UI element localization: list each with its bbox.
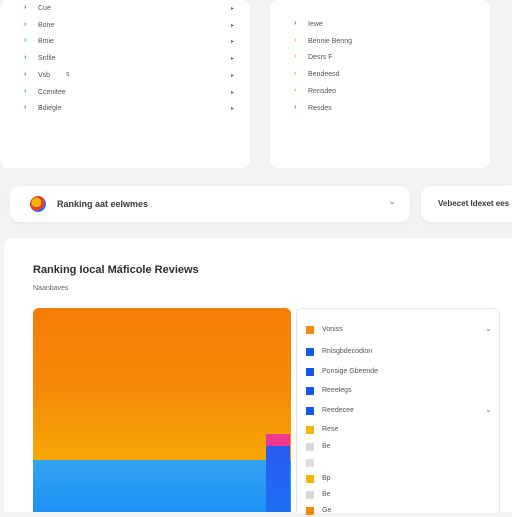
menu-bullet-icon: › (24, 37, 27, 45)
legend-item[interactable]: Be (306, 441, 492, 453)
legend-item[interactable]: Reeelegs (306, 385, 492, 397)
legend-item[interactable]: Bp (306, 473, 492, 485)
page-title: Ranking Iocal Máficole Reviews (33, 264, 199, 276)
right-menu-item[interactable]: › Resdes (270, 102, 490, 116)
chart-bar-blue (266, 446, 290, 512)
legend-item[interactable]: Ponsige Gbeende (306, 366, 492, 378)
left-menu-item[interactable]: › Bdiegle ▸ (0, 102, 250, 116)
right-menu-item[interactable]: › Rensdeo (270, 85, 490, 99)
legend-item-label: Reeelegs (322, 387, 352, 394)
right-menu-item-label: Bendeesd (308, 71, 340, 79)
legend-item[interactable]: Reedecee ⌄ (306, 405, 492, 417)
left-menu-item-label: Ccenitee (38, 88, 66, 96)
search-bar[interactable]: Ranking aat eelwmes ⌄ (10, 186, 410, 222)
legend-item-label: Rese (322, 426, 339, 433)
chevron-right-icon[interactable]: ▸ (230, 106, 234, 113)
legend-swatch (306, 407, 314, 415)
avatar-icon (30, 196, 46, 212)
chevron-down-icon[interactable]: ⌄ (485, 405, 492, 414)
right-menu-item-label: Rensdeo (308, 87, 337, 95)
chevron-right-icon[interactable]: ▸ (230, 56, 234, 63)
chart-block-orange (33, 308, 291, 460)
left-menu-item[interactable]: › Cue ▸ (0, 2, 250, 16)
legend-item-label: Rnlsgbdecodion (322, 348, 373, 355)
legend-swatch (306, 426, 314, 434)
menu-bullet-icon: › (24, 104, 27, 112)
legend-item-label: Reedecee (322, 407, 354, 414)
left-menu-item[interactable]: › Ccenitee ▸ (0, 86, 250, 100)
menu-bullet-icon: › (294, 36, 297, 44)
right-menu-item-label: Resdes (308, 104, 332, 112)
menu-bullet-icon: › (294, 86, 297, 94)
chevron-right-icon[interactable]: ▸ (230, 89, 234, 96)
chevron-down-icon[interactable]: ⌄ (485, 324, 492, 333)
legend-swatch (306, 348, 314, 356)
legend-item-label: Be (322, 491, 331, 498)
chevron-right-icon[interactable]: ▸ (230, 22, 234, 29)
search-bar-text: Ranking aat eelwmes (57, 199, 149, 209)
right-menu-item[interactable]: › Desrs F (270, 51, 490, 65)
legend-item-label: Voniss (322, 326, 343, 333)
legend-swatch (306, 387, 314, 395)
menu-bullet-icon: › (294, 70, 297, 78)
legend-swatch (306, 507, 314, 515)
chevron-right-icon[interactable]: ▸ (230, 6, 234, 12)
menu-extra-mark: s (66, 71, 70, 78)
menu-bullet-icon: › (294, 20, 297, 27)
menu-bullet-icon: › (24, 20, 27, 28)
left-menu-item[interactable]: › Snfile ▸ (0, 52, 250, 66)
legend-swatch (306, 368, 314, 376)
legend-swatch (306, 475, 314, 483)
left-menu-item-label: Vsb (38, 71, 51, 79)
legend-item[interactable]: Voniss ⌄ (306, 324, 492, 336)
chart-area (33, 308, 291, 512)
legend-item[interactable]: Rese (306, 424, 492, 436)
legend-swatch (306, 459, 314, 467)
left-menu-item[interactable]: › Vsb ▸ (0, 69, 250, 83)
right-menu-item[interactable]: › Bendeesd (270, 68, 490, 82)
right-menu-list: › Iewe › Bennie Benng › Desrs F › Bendeesd › Rens… (270, 0, 490, 168)
left-menu-list: › Cue ▸ › Bone ▸ › Bmie ▸ › Snfile ▸ › Vsb ▸ › Ccenitee ▸… (0, 0, 250, 168)
left-menu-item-label: Bone (38, 21, 55, 29)
menu-bullet-icon: › (24, 87, 27, 95)
legend-item[interactable]: Ge (306, 505, 492, 517)
page-subtitle: Naanbaves (33, 285, 69, 292)
menu-bullet-icon: › (24, 54, 27, 62)
legend-item-label: Be (322, 443, 331, 450)
legend-item[interactable]: Be (306, 489, 492, 501)
legend-item-label: Bp (322, 475, 331, 482)
legend-item[interactable] (306, 457, 492, 469)
legend-panel (296, 308, 500, 513)
menu-bullet-icon: › (294, 53, 297, 61)
right-menu-item-label: Iewe (308, 21, 323, 28)
chart-bar-pink (266, 434, 290, 446)
side-pill-button[interactable]: Vebecet Idexet ees (421, 186, 512, 222)
right-menu-item-label: Desrs F (308, 54, 333, 62)
left-menu-item-label: Cue (38, 5, 51, 12)
chart-block-blue (33, 460, 291, 512)
menu-bullet-icon: › (294, 103, 297, 111)
right-menu-item[interactable]: › Iewe (270, 18, 490, 32)
left-menu-item-label: Snfile (38, 55, 56, 63)
right-menu-card: › Iewe › Bennie Benng › Desrs F › Bendeesd › Rens… (270, 0, 490, 168)
left-menu-item-label: Bdiegle (38, 105, 62, 113)
legend-item-label: Ge (322, 507, 332, 514)
legend-item[interactable]: Rnlsgbdecodion (306, 346, 492, 358)
chevron-down-icon[interactable]: ⌄ (388, 196, 396, 206)
right-menu-item[interactable]: › Bennie Benng (270, 35, 490, 49)
side-pill-label: Vebecet Idexet ees (438, 199, 510, 208)
left-menu-item-label: Bmie (38, 38, 54, 46)
chevron-right-icon[interactable]: ▸ (230, 72, 234, 79)
left-menu-card: › Cue ▸ › Bone ▸ › Bmie ▸ › Snfile ▸ › Vsb ▸ › Ccenitee ▸… (0, 0, 250, 168)
legend-swatch (306, 326, 314, 334)
menu-bullet-icon: › (24, 4, 27, 11)
legend-item-label: Ponsige Gbeende (322, 368, 379, 375)
legend-swatch (306, 443, 314, 451)
left-menu-item[interactable]: › Bmie ▸ (0, 35, 250, 49)
chevron-right-icon[interactable]: ▸ (230, 39, 234, 46)
right-menu-item-label: Bennie Benng (308, 37, 352, 45)
menu-bullet-icon: › (24, 70, 27, 78)
left-menu-item[interactable]: › Bone ▸ (0, 19, 250, 33)
legend-swatch (306, 491, 314, 499)
